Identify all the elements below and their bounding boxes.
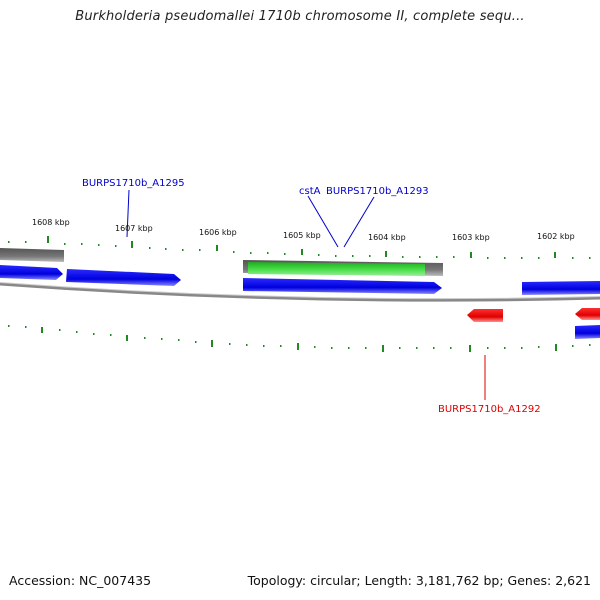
callout-line-a1295 [126, 189, 130, 238]
forward-gene-track [0, 265, 600, 339]
gene-label-csta[interactable]: cstA [299, 186, 321, 197]
map-title: Burkholderia pseudomallei 1710b chromoso… [75, 9, 525, 24]
forward-gene-1[interactable] [0, 265, 63, 280]
outer-tick-track [8, 236, 591, 259]
inner-tick-track [8, 325, 591, 352]
chromosome-backbone [0, 282, 600, 302]
reverse-gene-BURPS1710b_A1292[interactable] [467, 309, 503, 322]
chromosome-backbone-highlight [0, 282, 600, 300]
forward-gene-right[interactable] [522, 281, 600, 295]
callout-line-a1293 [343, 196, 375, 248]
gene-label-burps1710b-a1295[interactable]: BURPS1710b_A1295 [82, 178, 185, 189]
gene-label-burps1710b-a1292[interactable]: BURPS1710b_A1292 [438, 404, 541, 415]
kbp-label-1606: 1606 kbp [199, 228, 237, 237]
reverse-gene-right[interactable] [575, 308, 600, 320]
callout-line-csta [307, 195, 339, 248]
kbp-label-1607: 1607 kbp [115, 224, 153, 233]
gene-callouts [126, 189, 486, 400]
kbp-label-1603: 1603 kbp [452, 233, 490, 242]
gene-cstA[interactable] [248, 262, 425, 276]
forward-gene-BURPS1710b_A1295[interactable] [66, 269, 181, 286]
gene-label-burps1710b-a1293[interactable]: BURPS1710b_A1293 [326, 186, 429, 197]
reverse-gene-track [467, 308, 600, 322]
forward-gene-lower-right[interactable] [575, 325, 600, 339]
kbp-label-1604: 1604 kbp [368, 233, 406, 242]
kbp-label-1602: 1602 kbp [537, 232, 575, 241]
accession-label: Accession: NC_007435 [9, 573, 152, 588]
kbp-label-1605: 1605 kbp [283, 231, 321, 240]
kbp-label-1608: 1608 kbp [32, 218, 70, 227]
genome-summary: Topology: circular; Length: 3,181,762 bp… [247, 573, 591, 588]
forward-gene-BURPS1710b_A1293[interactable] [243, 278, 442, 294]
region-bar-left[interactable] [0, 248, 64, 262]
